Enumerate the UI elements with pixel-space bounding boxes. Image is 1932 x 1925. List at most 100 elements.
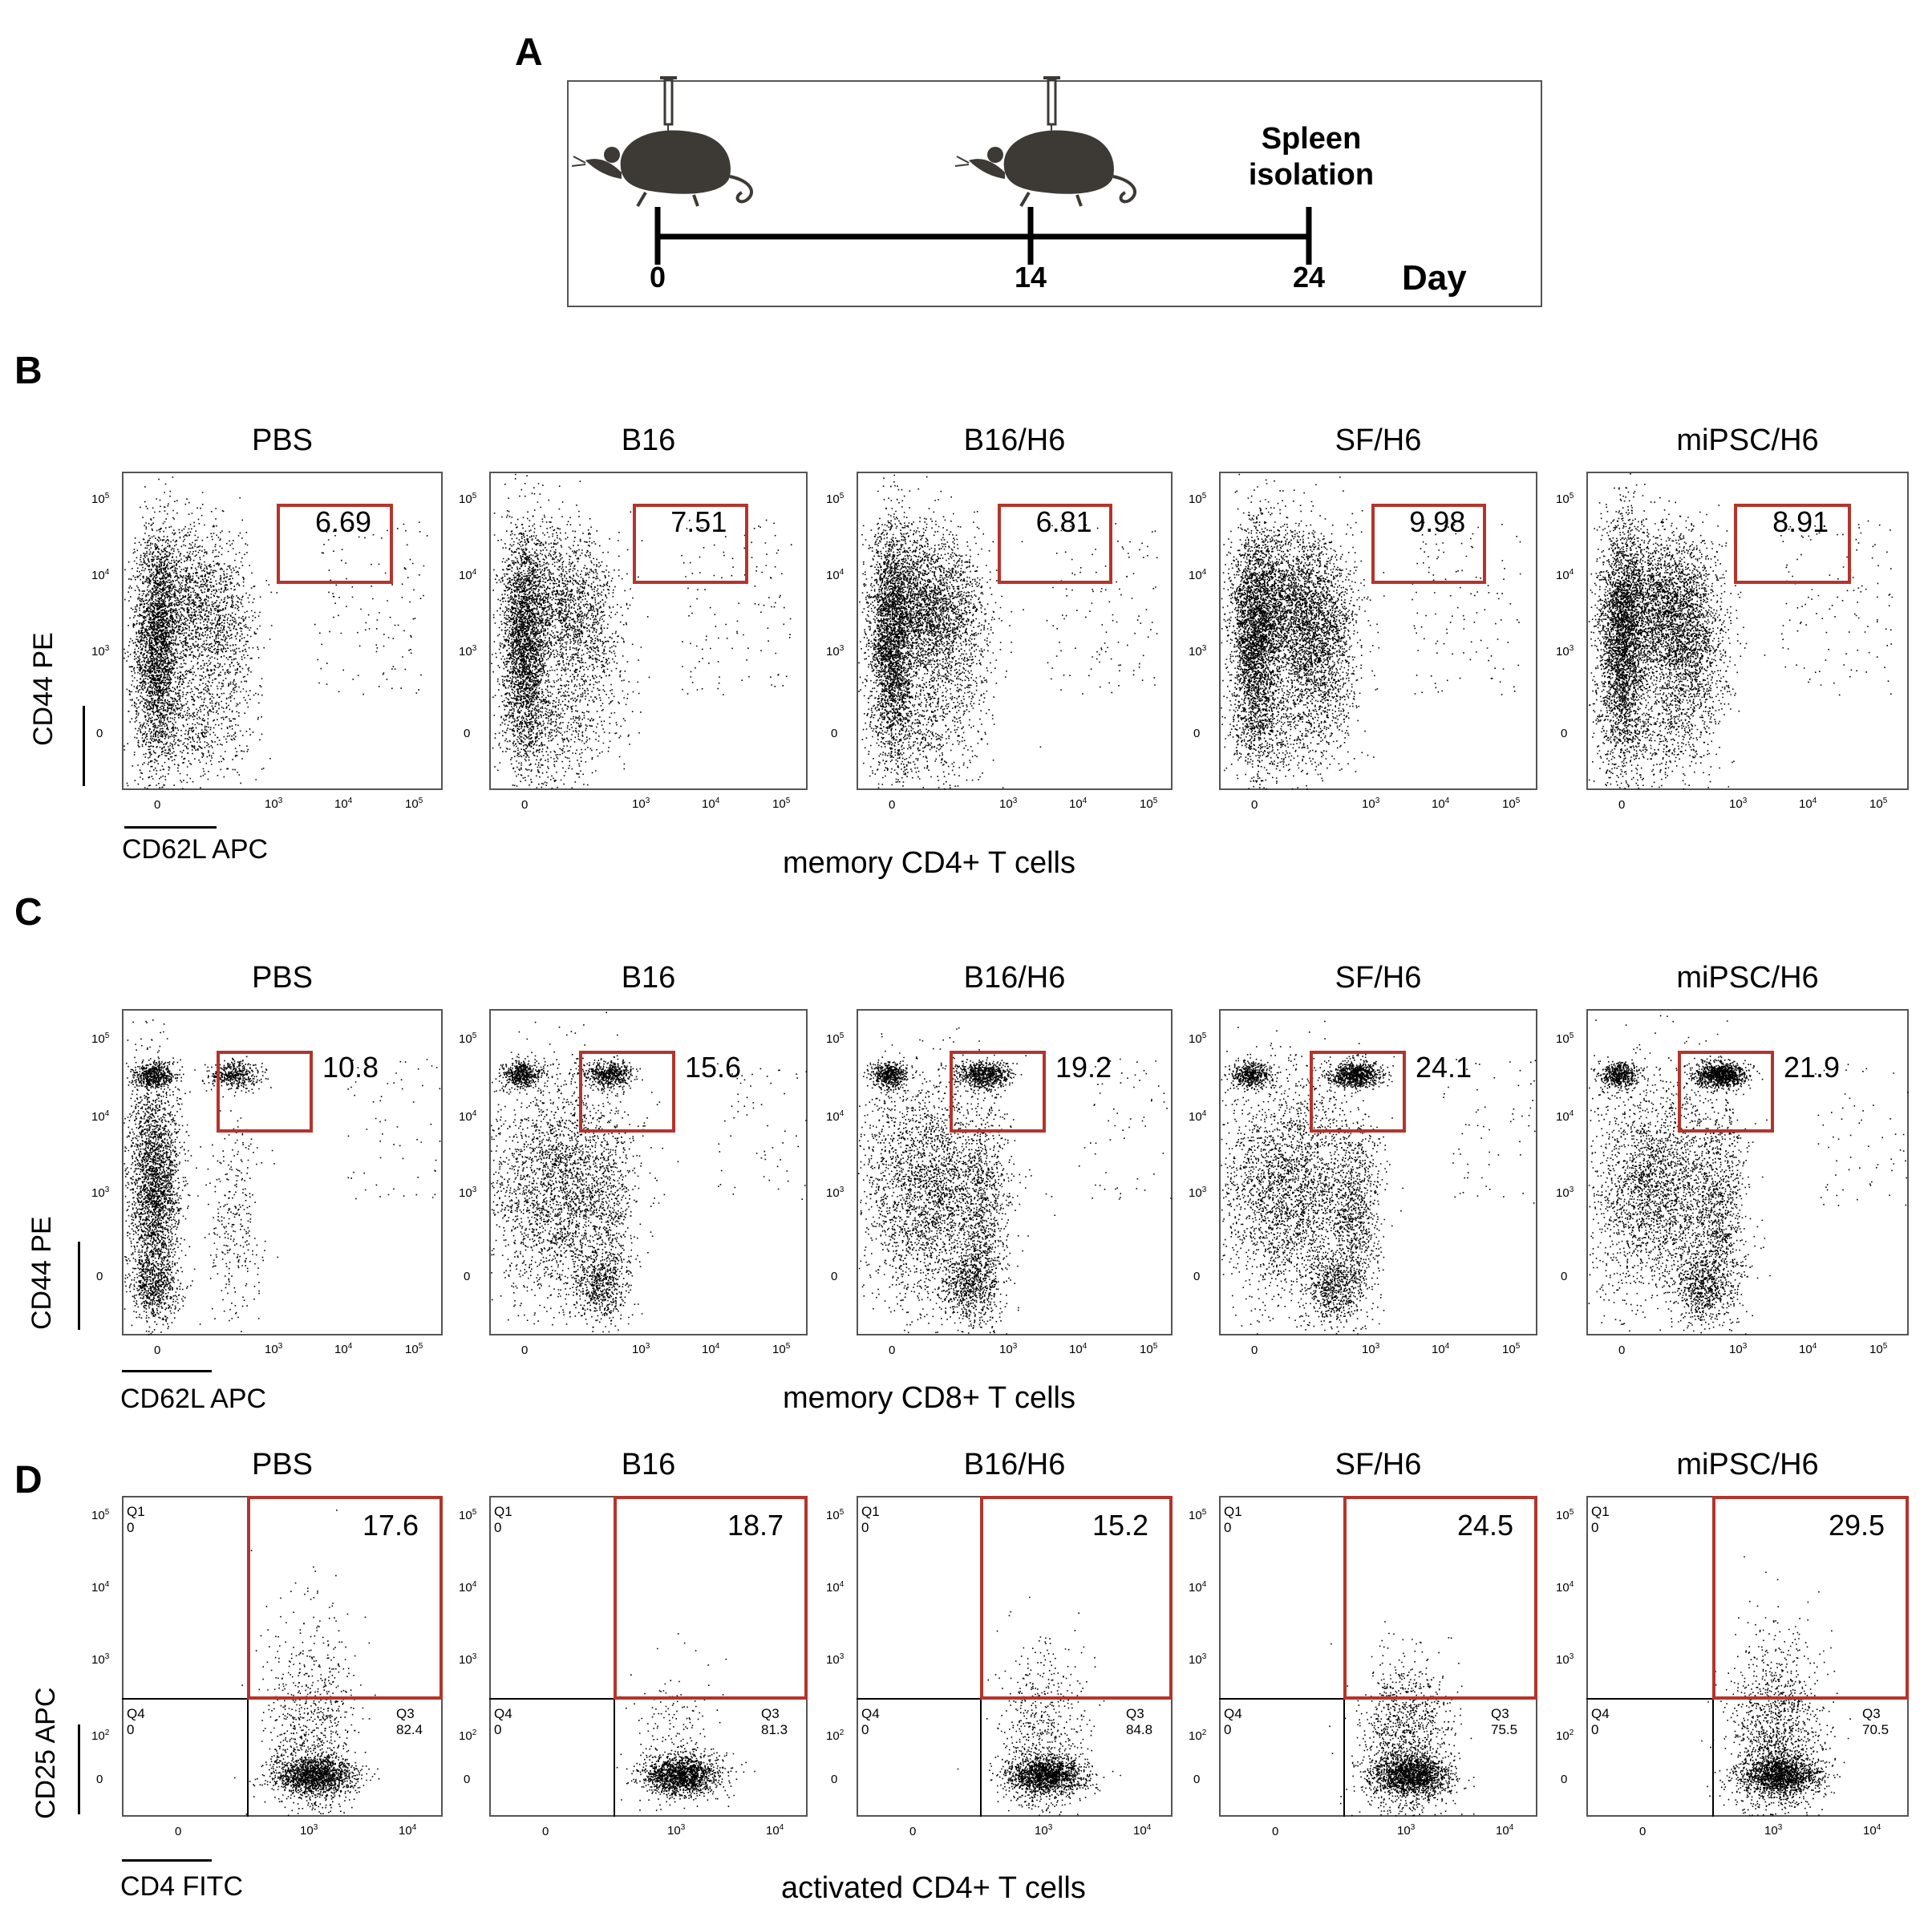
q4-label: Q4 bbox=[127, 1706, 145, 1721]
scatter-plot-b16 bbox=[491, 1011, 808, 1333]
x-axis-arrow bbox=[122, 1859, 212, 1862]
spleen-isolation-label: isolation bbox=[1248, 158, 1375, 192]
x-tick: 103 bbox=[667, 1823, 686, 1838]
gate-percent: 21.9 bbox=[1784, 1051, 1841, 1084]
x-tick: 105 bbox=[772, 796, 791, 811]
scatter-points bbox=[1701, 1556, 1851, 1817]
y-tick: 0 bbox=[1193, 1773, 1201, 1786]
mouse-leg bbox=[1075, 194, 1083, 207]
gate-percent: 17.6 bbox=[363, 1509, 419, 1542]
mouse-leg bbox=[692, 194, 699, 207]
q3-value: 82.4 bbox=[396, 1722, 423, 1737]
scatter-plot-sf-h6 bbox=[1221, 473, 1521, 790]
x-tick: 0 bbox=[1618, 798, 1626, 812]
scatter-plot-b16 bbox=[491, 473, 792, 789]
q1-label: Q1 bbox=[1591, 1504, 1610, 1519]
x-tick: 0 bbox=[909, 1825, 917, 1838]
y-tick: 104 bbox=[459, 568, 477, 582]
x-tick: 103 bbox=[265, 1342, 283, 1356]
scatter-points bbox=[491, 1011, 808, 1333]
mouse-body bbox=[1003, 130, 1114, 194]
gate-percent: 19.2 bbox=[1055, 1051, 1112, 1084]
group-title-mipsc-h6: miPSC/H6 bbox=[1676, 1448, 1819, 1481]
scatter-points bbox=[1588, 1015, 1909, 1335]
y-tick: 103 bbox=[459, 1652, 477, 1667]
scatter-plot-mipsc-h6 bbox=[1588, 1015, 1909, 1335]
mouse-injection-icon bbox=[954, 76, 1136, 208]
group-title-sf-h6: SF/H6 bbox=[1335, 1448, 1422, 1481]
x-tick: 104 bbox=[766, 1823, 784, 1838]
mouse-whisker bbox=[571, 164, 586, 167]
syringe-barrel bbox=[1047, 79, 1057, 126]
y-tick: 104 bbox=[1189, 1109, 1207, 1124]
group-title-pbs: PBS bbox=[251, 961, 314, 995]
scatter-plot-mipsc-h6 bbox=[1701, 1556, 1851, 1817]
q3-value: 84.8 bbox=[1126, 1722, 1153, 1737]
plot-frame-pbs bbox=[122, 472, 443, 790]
y-tick: 104 bbox=[1189, 1580, 1207, 1595]
y-tick: 103 bbox=[1556, 644, 1574, 659]
q1-value: 0 bbox=[861, 1520, 869, 1535]
q3-label: Q3 bbox=[1126, 1706, 1144, 1721]
y-tick: 105 bbox=[91, 492, 110, 506]
x-tick: 0 bbox=[154, 1343, 161, 1357]
mouse-body bbox=[620, 130, 731, 194]
gate-percent: 7.51 bbox=[670, 505, 727, 538]
scatter-plot-b16-h6 bbox=[858, 474, 1158, 790]
x-axis-name-c: CD62L APC bbox=[120, 1384, 267, 1414]
mouse-head bbox=[969, 159, 1005, 179]
y-tick: 0 bbox=[1193, 727, 1201, 740]
q1-value: 0 bbox=[127, 1520, 135, 1535]
gate-box bbox=[1733, 504, 1851, 584]
y-tick: 104 bbox=[91, 1580, 110, 1595]
x-tick: 104 bbox=[1069, 1342, 1088, 1356]
x-tick: 0 bbox=[542, 1825, 549, 1838]
x-tick: 105 bbox=[1869, 1342, 1888, 1356]
gate-box bbox=[998, 504, 1113, 584]
syringe-barrel bbox=[663, 79, 674, 126]
y-tick: 103 bbox=[1189, 1652, 1207, 1667]
x-axis-name-b: CD62L APC bbox=[122, 834, 269, 865]
y-tick: 104 bbox=[459, 1580, 477, 1595]
q3-label: Q3 bbox=[761, 1706, 780, 1721]
q1-label: Q1 bbox=[1224, 1504, 1242, 1519]
q1-label: Q1 bbox=[861, 1504, 880, 1519]
y-tick: 104 bbox=[1556, 1580, 1574, 1595]
q3-value: 70.5 bbox=[1862, 1722, 1889, 1737]
y-tick: 104 bbox=[91, 568, 110, 582]
y-tick: 0 bbox=[1561, 727, 1568, 740]
gate-box bbox=[950, 1051, 1046, 1133]
day-label: Day bbox=[1402, 258, 1467, 298]
q4-value: 0 bbox=[127, 1722, 135, 1737]
x-tick: 105 bbox=[1140, 796, 1158, 811]
y-tick: 105 bbox=[1556, 492, 1574, 506]
y-tick: 0 bbox=[1193, 1270, 1201, 1283]
group-title-b16: B16 bbox=[621, 961, 676, 995]
x-tick: 104 bbox=[1432, 796, 1450, 811]
plot-frame-sf-h6 bbox=[1219, 1496, 1537, 1817]
q4-label: Q4 bbox=[1224, 1706, 1242, 1721]
x-tick: 104 bbox=[1496, 1823, 1514, 1838]
y-tick: 105 bbox=[91, 1508, 110, 1522]
gate-box bbox=[1711, 1496, 1909, 1700]
scatter-points bbox=[858, 1027, 1172, 1335]
y-tick: 105 bbox=[1556, 1508, 1574, 1522]
x-tick: 104 bbox=[334, 1342, 353, 1356]
panel-a-label: A bbox=[515, 31, 543, 74]
gate-percent: 10.8 bbox=[322, 1051, 379, 1084]
plot-frame-mipsc-h6 bbox=[1586, 1009, 1909, 1335]
x-axis-name-d: CD4 FITC bbox=[120, 1871, 243, 1902]
x-tick: 103 bbox=[1362, 1342, 1380, 1356]
y-tick: 0 bbox=[464, 1773, 471, 1786]
group-title-mipsc-h6: miPSC/H6 bbox=[1676, 961, 1819, 995]
y-tick: 0 bbox=[1561, 1773, 1568, 1786]
y-tick: 103 bbox=[91, 1185, 110, 1200]
y-tick: 104 bbox=[826, 1109, 844, 1124]
x-tick: 103 bbox=[1035, 1823, 1053, 1838]
group-title-sf-h6: SF/H6 bbox=[1335, 961, 1422, 995]
y-tick: 105 bbox=[91, 1031, 110, 1046]
panel-c-label: C bbox=[14, 891, 43, 934]
y-tick: 103 bbox=[1189, 1185, 1207, 1200]
x-tick: 105 bbox=[1502, 796, 1521, 811]
scatter-plot-b16-h6 bbox=[957, 1596, 1121, 1817]
